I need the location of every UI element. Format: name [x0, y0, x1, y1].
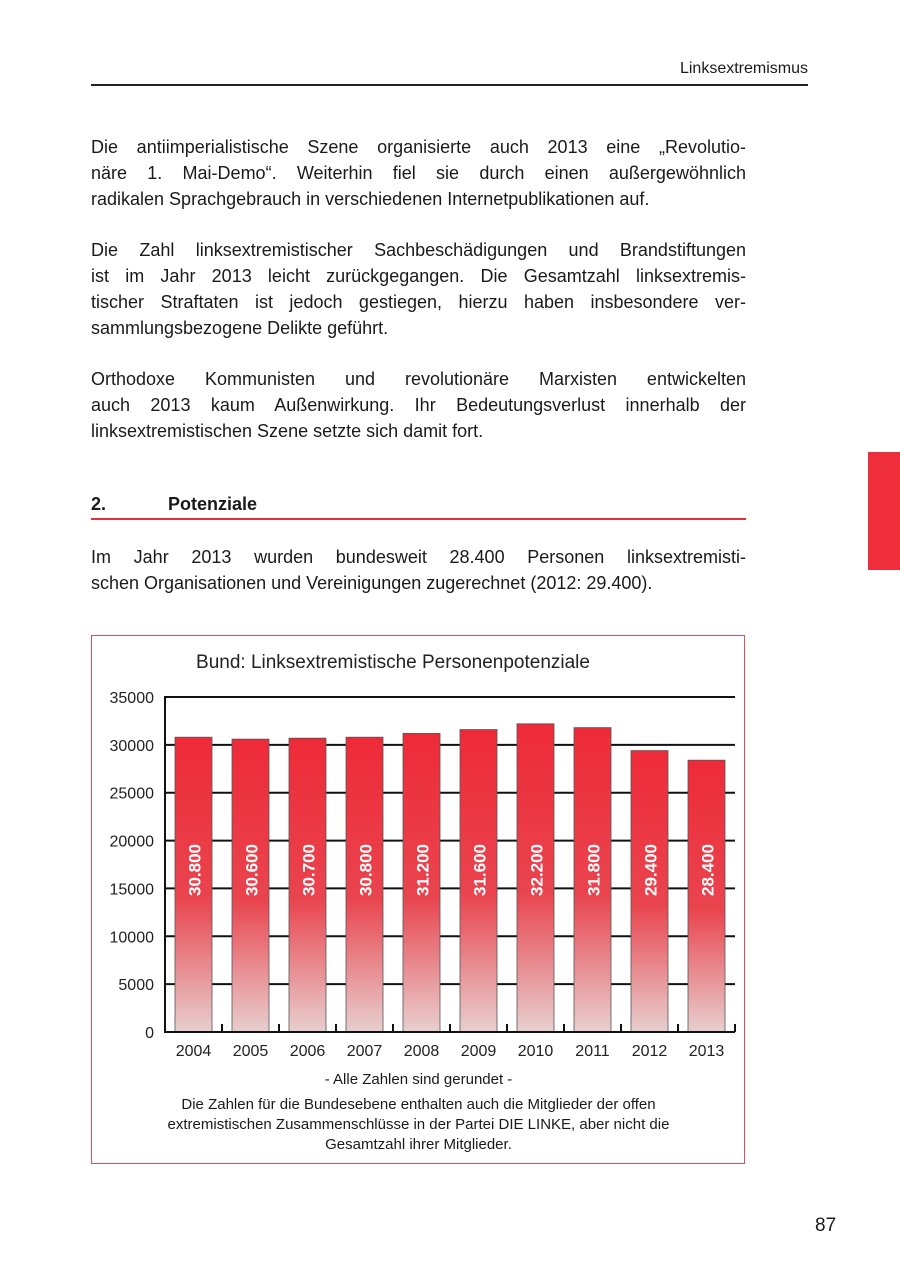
text-line: sammlungsbezogene Delikte geführt. — [91, 318, 389, 338]
text-line: Die antiimperialistische Szene organisie… — [91, 137, 746, 157]
running-title: Linksextremismus — [679, 60, 808, 77]
footnote-line: Gesamtzahl ihrer Mitglieder. — [325, 1136, 512, 1153]
paragraph-2: Die Zahl linksextremistischer Sachbeschä… — [91, 237, 746, 341]
text-line: näre 1. Mai-Demo“. Weiterhin fiel sie du… — [91, 163, 746, 183]
chapter-tab-marker — [868, 452, 900, 570]
chart-footnote: Die Zahlen für die Bundesebene enthalten… — [91, 1095, 746, 1155]
paragraph-1: Die antiimperialistische Szene organisie… — [91, 134, 746, 212]
text-line: schen Organisationen und Vereinigungen z… — [91, 573, 653, 593]
header-rule — [91, 84, 808, 86]
section-title: Potenziale — [168, 494, 258, 514]
text-line: auch 2013 kaum Außenwirkung. Ihr Bedeutu… — [91, 395, 746, 415]
text-line: tischer Straftaten ist jedoch gestiegen,… — [91, 292, 746, 312]
text-line: linksextremistischen Szene setzte sich d… — [91, 421, 484, 441]
chart-frame — [91, 635, 745, 1164]
text-line: radikalen Sprachgebrauch in verschiedene… — [91, 189, 650, 209]
text-line: Orthodoxe Kommunisten und revolutionäre … — [91, 369, 746, 389]
section-rule — [91, 518, 746, 520]
footnote-line: extremistischen Zusammenschlüsse in der … — [167, 1116, 670, 1133]
footnote-line: Die Zahlen für die Bundesebene enthalten… — [181, 1096, 656, 1113]
rounding-note: - Alle Zahlen sind gerundet - — [324, 1071, 513, 1088]
text-line: Im Jahr 2013 wurden bundesweit 28.400 Pe… — [91, 547, 746, 567]
text-line: ist im Jahr 2013 leicht zurückgegangen. … — [91, 266, 746, 286]
page-number: 87 — [815, 1215, 837, 1236]
text-line: Die Zahl linksextremistischer Sachbeschä… — [91, 240, 746, 260]
paragraph-3: Orthodoxe Kommunisten und revolutionäre … — [91, 366, 746, 444]
section-number: 2. — [91, 494, 107, 514]
section-paragraph: Im Jahr 2013 wurden bundesweit 28.400 Pe… — [91, 544, 746, 596]
